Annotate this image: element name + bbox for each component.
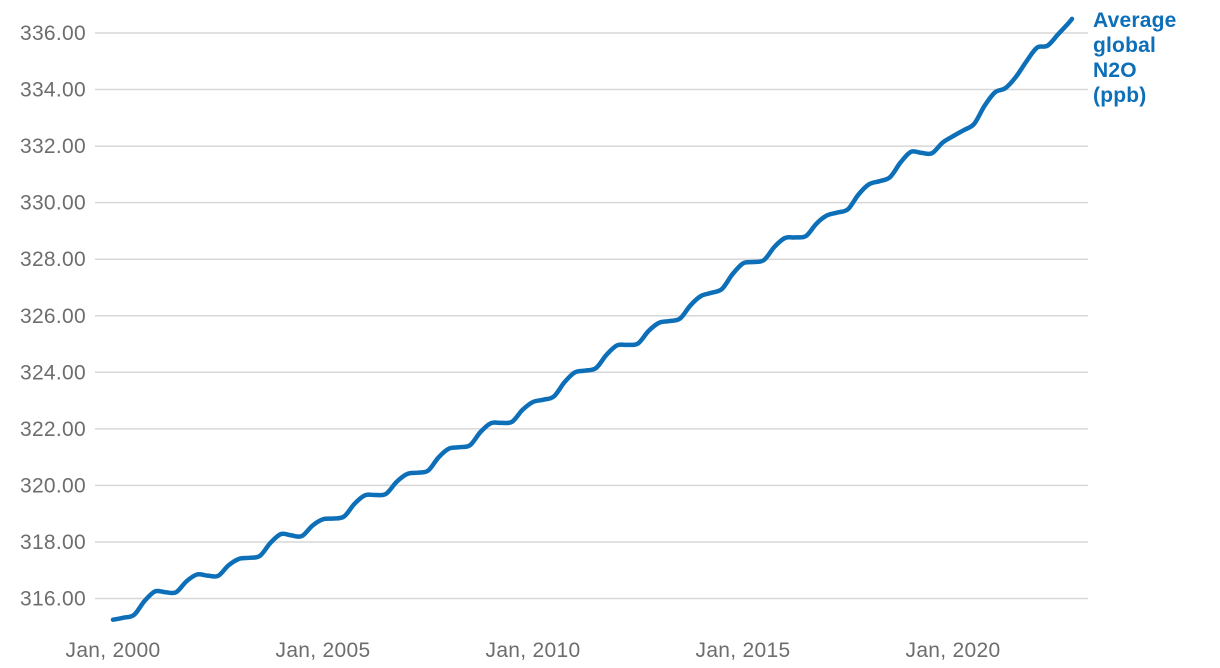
- y-tick-label: 320.00: [20, 474, 86, 497]
- series-line-group: [110, 16, 1075, 622]
- y-tick-label: 328.00: [20, 248, 86, 271]
- y-tick-label: 326.00: [20, 305, 86, 328]
- x-tick-label: Jan, 2010: [486, 639, 581, 662]
- y-axis-tick-labels: 336.00 334.00 332.00 330.00 328.00 326.00 324.…: [20, 22, 86, 611]
- y-tick-label: 316.00: [20, 588, 86, 611]
- horizontal-gridlines: [95, 32, 1088, 600]
- x-tick-label: Jan, 2015: [696, 639, 791, 662]
- x-tick-label: Jan, 2000: [66, 639, 161, 662]
- y-tick-label: 330.00: [20, 192, 86, 215]
- y-tick-label: 324.00: [20, 361, 86, 384]
- series-legend-label: Average global N2O (ppb): [1093, 9, 1177, 107]
- x-tick-label: Jan, 2020: [906, 639, 1001, 662]
- y-tick-label: 322.00: [20, 418, 86, 441]
- y-tick-label: 336.00: [20, 22, 86, 45]
- y-tick-label: 334.00: [20, 79, 86, 102]
- x-tick-label: Jan, 2005: [276, 639, 371, 662]
- y-tick-label: 318.00: [20, 531, 86, 554]
- y-tick-label: 332.00: [20, 135, 86, 158]
- n2o-series-line: [110, 16, 1075, 622]
- x-axis-tick-labels: Jan, 2000 Jan, 2005 Jan, 2010 Jan, 2015 Jan,…: [66, 639, 1001, 662]
